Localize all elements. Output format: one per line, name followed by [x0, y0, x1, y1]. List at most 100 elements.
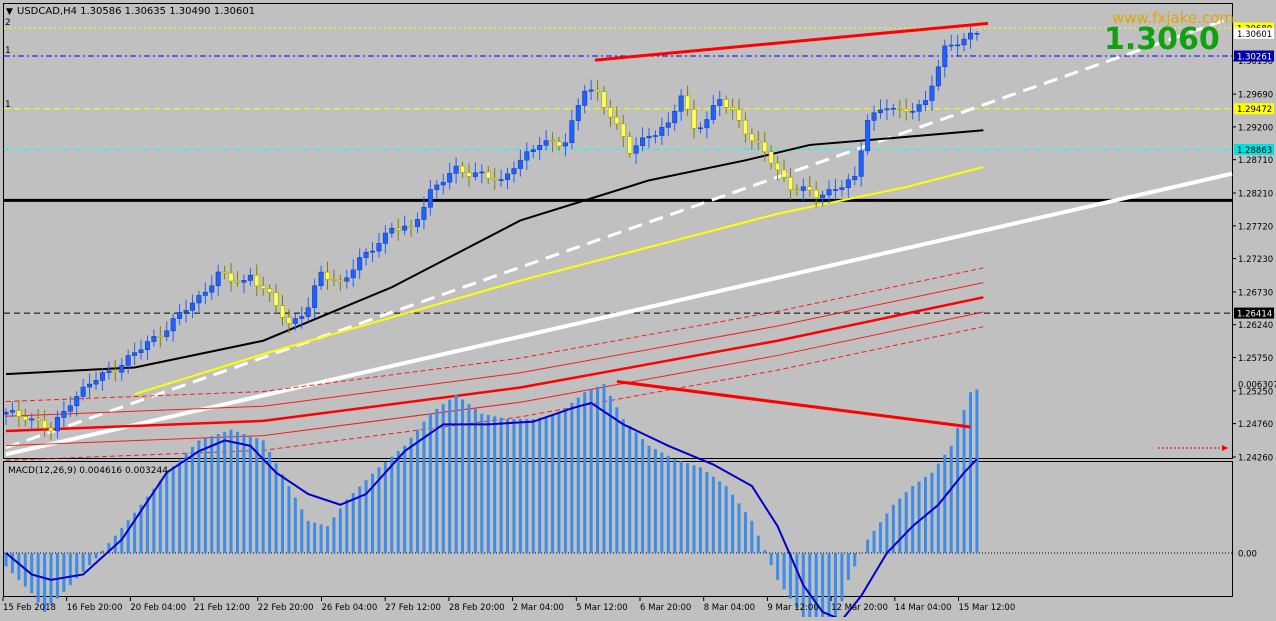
candle-body	[961, 38, 967, 46]
macd-bar	[975, 389, 979, 553]
macd-bar	[145, 496, 149, 553]
macd-bar	[396, 451, 400, 553]
macd-bar	[235, 431, 239, 553]
macd-bar	[409, 437, 413, 553]
macd-bar	[866, 539, 870, 553]
macd-bar	[930, 472, 934, 553]
candle-body	[472, 172, 478, 177]
macd-bar	[686, 463, 690, 553]
big-price: 1.3060	[1104, 22, 1220, 57]
candle-body	[942, 45, 948, 68]
level-mark-2: 2	[5, 18, 11, 28]
macd-bar	[377, 467, 381, 553]
candle-body	[119, 365, 125, 373]
candle-body	[222, 271, 228, 274]
macd-bar	[731, 494, 735, 553]
macd-bar	[486, 414, 490, 553]
candle-body	[749, 133, 755, 142]
macd-bar	[647, 445, 651, 553]
macd-bar	[152, 488, 156, 553]
candle-body	[299, 316, 305, 319]
time-tick-label: 21 Feb 12:00	[194, 603, 250, 613]
macd-bar	[827, 553, 831, 621]
macd-bar	[248, 436, 252, 553]
price-tick-label: 1.26730	[1238, 288, 1273, 298]
candle-body	[852, 176, 858, 181]
macd-bar	[956, 427, 960, 553]
candle-body	[929, 85, 935, 101]
candle-body	[267, 288, 273, 293]
macd-tick-label: 0.00	[1238, 550, 1257, 560]
macd-tick-label: 0.006307	[1238, 380, 1276, 390]
candle-body	[202, 291, 208, 296]
macd-bar	[551, 414, 555, 553]
symbol-dropdown-icon[interactable]: ▼	[6, 7, 13, 17]
level-mark-1b: 1	[5, 100, 11, 110]
macd-bar	[853, 553, 857, 567]
candle-body	[697, 127, 703, 130]
macd-bar	[596, 386, 600, 553]
price-tag-bg	[1234, 143, 1274, 155]
candle-body	[781, 169, 787, 178]
candle-body	[717, 99, 723, 106]
candle-body	[132, 352, 138, 356]
candle-body	[164, 330, 170, 337]
macd-bar	[383, 461, 387, 553]
macd-bar	[788, 553, 792, 599]
candle-body	[884, 108, 890, 111]
candle-body	[762, 141, 768, 153]
price-tag-bg	[1234, 103, 1274, 115]
macd-bar	[673, 459, 677, 553]
macd-bar	[589, 389, 593, 553]
macd-bar	[737, 503, 741, 553]
candle-body	[775, 162, 781, 171]
candle-body	[897, 107, 903, 110]
candle-body	[67, 405, 73, 412]
candle-body	[800, 186, 806, 191]
price-tick-label: 1.24260	[1238, 454, 1273, 464]
candle-body	[627, 136, 633, 154]
candle-body	[370, 250, 376, 253]
macd-bar	[345, 499, 349, 553]
candle-body	[730, 107, 736, 110]
price-tick-label: 1.28710	[1238, 156, 1273, 166]
macd-bar	[538, 417, 542, 553]
macd-bar	[782, 553, 786, 590]
price-tag-bg	[1234, 27, 1274, 39]
candle-body	[54, 417, 60, 432]
horizontal-levels[interactable]	[4, 27, 1232, 314]
candle-body	[170, 318, 176, 332]
candle-body	[826, 189, 832, 196]
divergence-lines[interactable]	[594, 21, 989, 62]
candle-body	[234, 280, 240, 283]
macd-bar	[178, 459, 182, 553]
candle-body	[157, 336, 163, 338]
trendlines[interactable]	[5, 16, 1233, 457]
macd-bar	[88, 553, 92, 566]
candle-body	[286, 317, 292, 324]
macd-bar	[499, 417, 503, 553]
macd-bar	[422, 421, 426, 553]
macd-bar	[216, 434, 220, 553]
macd-bar	[660, 452, 664, 553]
candle-body	[453, 165, 459, 174]
candle-body	[80, 386, 86, 397]
macd-bar	[467, 404, 471, 553]
macd-bar	[653, 449, 657, 553]
macd-bar	[268, 451, 272, 553]
candle-body	[903, 108, 909, 112]
ma-envelope-1	[5, 311, 984, 447]
candle-body	[209, 285, 215, 293]
macd-bar	[493, 416, 497, 553]
candle-body	[498, 179, 504, 181]
candle-body	[402, 225, 408, 231]
macd-bar	[615, 407, 619, 553]
macd-bar	[904, 492, 908, 553]
candle-body	[595, 89, 601, 93]
macd-bar	[416, 429, 420, 553]
candle-body	[537, 145, 543, 150]
time-tick-label: 15 Mar 12:00	[959, 603, 1016, 613]
candle-body	[871, 112, 877, 121]
